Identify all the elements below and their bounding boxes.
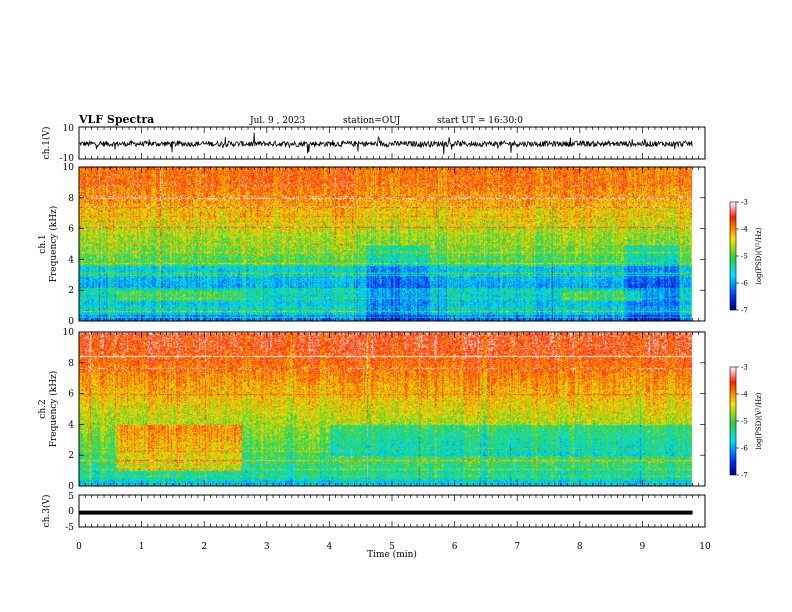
time-tick-label: 7: [514, 542, 520, 552]
time-tick-label: 5: [389, 542, 395, 552]
ch2-spectrogram-image: [79, 332, 705, 486]
frequency-tick-label: 4: [68, 255, 74, 265]
time-tick-label: 6: [452, 542, 458, 552]
date-label: Jul. 9 , 2023: [249, 116, 305, 126]
ch3-ytick-top: 5: [68, 492, 74, 502]
frequency-tick-label: 6: [68, 225, 74, 235]
colorbar-tick-label: -7: [741, 307, 748, 315]
frequency-tick-label: 4: [68, 420, 74, 430]
ch2-spec-ylabel-line2: Frequency (kHz): [48, 371, 59, 448]
ch3-ylabel: ch.3(V): [41, 495, 52, 528]
frequency-tick-label: 6: [68, 390, 74, 400]
colorbar-tick-label: -7: [741, 472, 748, 480]
ch3-ytick-bottom: -5: [65, 523, 74, 533]
colorbar-tick-label: -6: [741, 445, 748, 453]
colorbar-tick-label: -3: [741, 364, 748, 372]
ch1-spec-ylabel-line2: Frequency (kHz): [48, 206, 59, 283]
frequency-tick-label: 10: [63, 163, 75, 173]
colorbar-tick-label: -4: [741, 226, 748, 234]
ch1-spec-ylabel-line1: ch.1: [38, 234, 48, 253]
time-tick-label: 4: [327, 542, 333, 552]
time-tick-label: 0: [76, 542, 82, 552]
frequency-tick-label: 2: [68, 451, 74, 461]
figure-title: VLF Spectra: [78, 113, 154, 126]
colorbar-tick-label: -3: [741, 199, 748, 207]
time-tick-label: 2: [201, 542, 207, 552]
time-tick-label: 3: [264, 542, 270, 552]
ch1-ytick-bottom: -10: [60, 154, 75, 164]
frequency-tick-label: 0: [68, 482, 74, 492]
time-axis-tick-labels: 0 1 2 3 4 5 6 7 8 9 10: [76, 542, 711, 552]
time-axis-label: Time (min): [367, 549, 417, 560]
ch3-ytick-mid: 0: [68, 507, 74, 517]
frequency-tick-label: 2: [68, 286, 74, 296]
station-label: station=OUJ: [343, 116, 401, 126]
ch1-colorbar: [729, 201, 737, 311]
frequency-tick-label: 8: [68, 359, 74, 369]
start-time-label: start UT = 16:30:0: [437, 116, 523, 126]
ch1-colorbar-label: log(PSD)(V²/Hz): [755, 227, 763, 284]
ch1-ytick-top: 10: [63, 124, 75, 134]
ch2-colorbar: [729, 366, 737, 476]
frequency-tick-label: 8: [68, 194, 74, 204]
colorbar-tick-label: -4: [741, 391, 748, 399]
time-tick-label: 1: [139, 542, 145, 552]
time-tick-label: 10: [699, 542, 711, 552]
time-tick-label: 9: [640, 542, 646, 552]
ch1-spectrogram-image: [79, 167, 705, 321]
ch3-waveform-trace: [79, 510, 693, 515]
colorbar-tick-label: -5: [741, 418, 748, 426]
colorbar-tick-label: -6: [741, 280, 748, 288]
time-axis-ticks: [78, 127, 706, 527]
frequency-tick-label: 10: [63, 328, 75, 338]
ch2-spec-ylabel-line1: ch.2: [38, 399, 48, 418]
ch1-waveform-trace: [78, 132, 693, 155]
ch2-colorbar-label: log(PSD)(V²/Hz): [755, 392, 763, 449]
colorbar-tick-label: -5: [741, 253, 748, 261]
time-tick-label: 8: [577, 542, 583, 552]
frequency-tick-label: 0: [68, 317, 74, 327]
ch1-ylabel: ch.1(V): [41, 127, 52, 160]
